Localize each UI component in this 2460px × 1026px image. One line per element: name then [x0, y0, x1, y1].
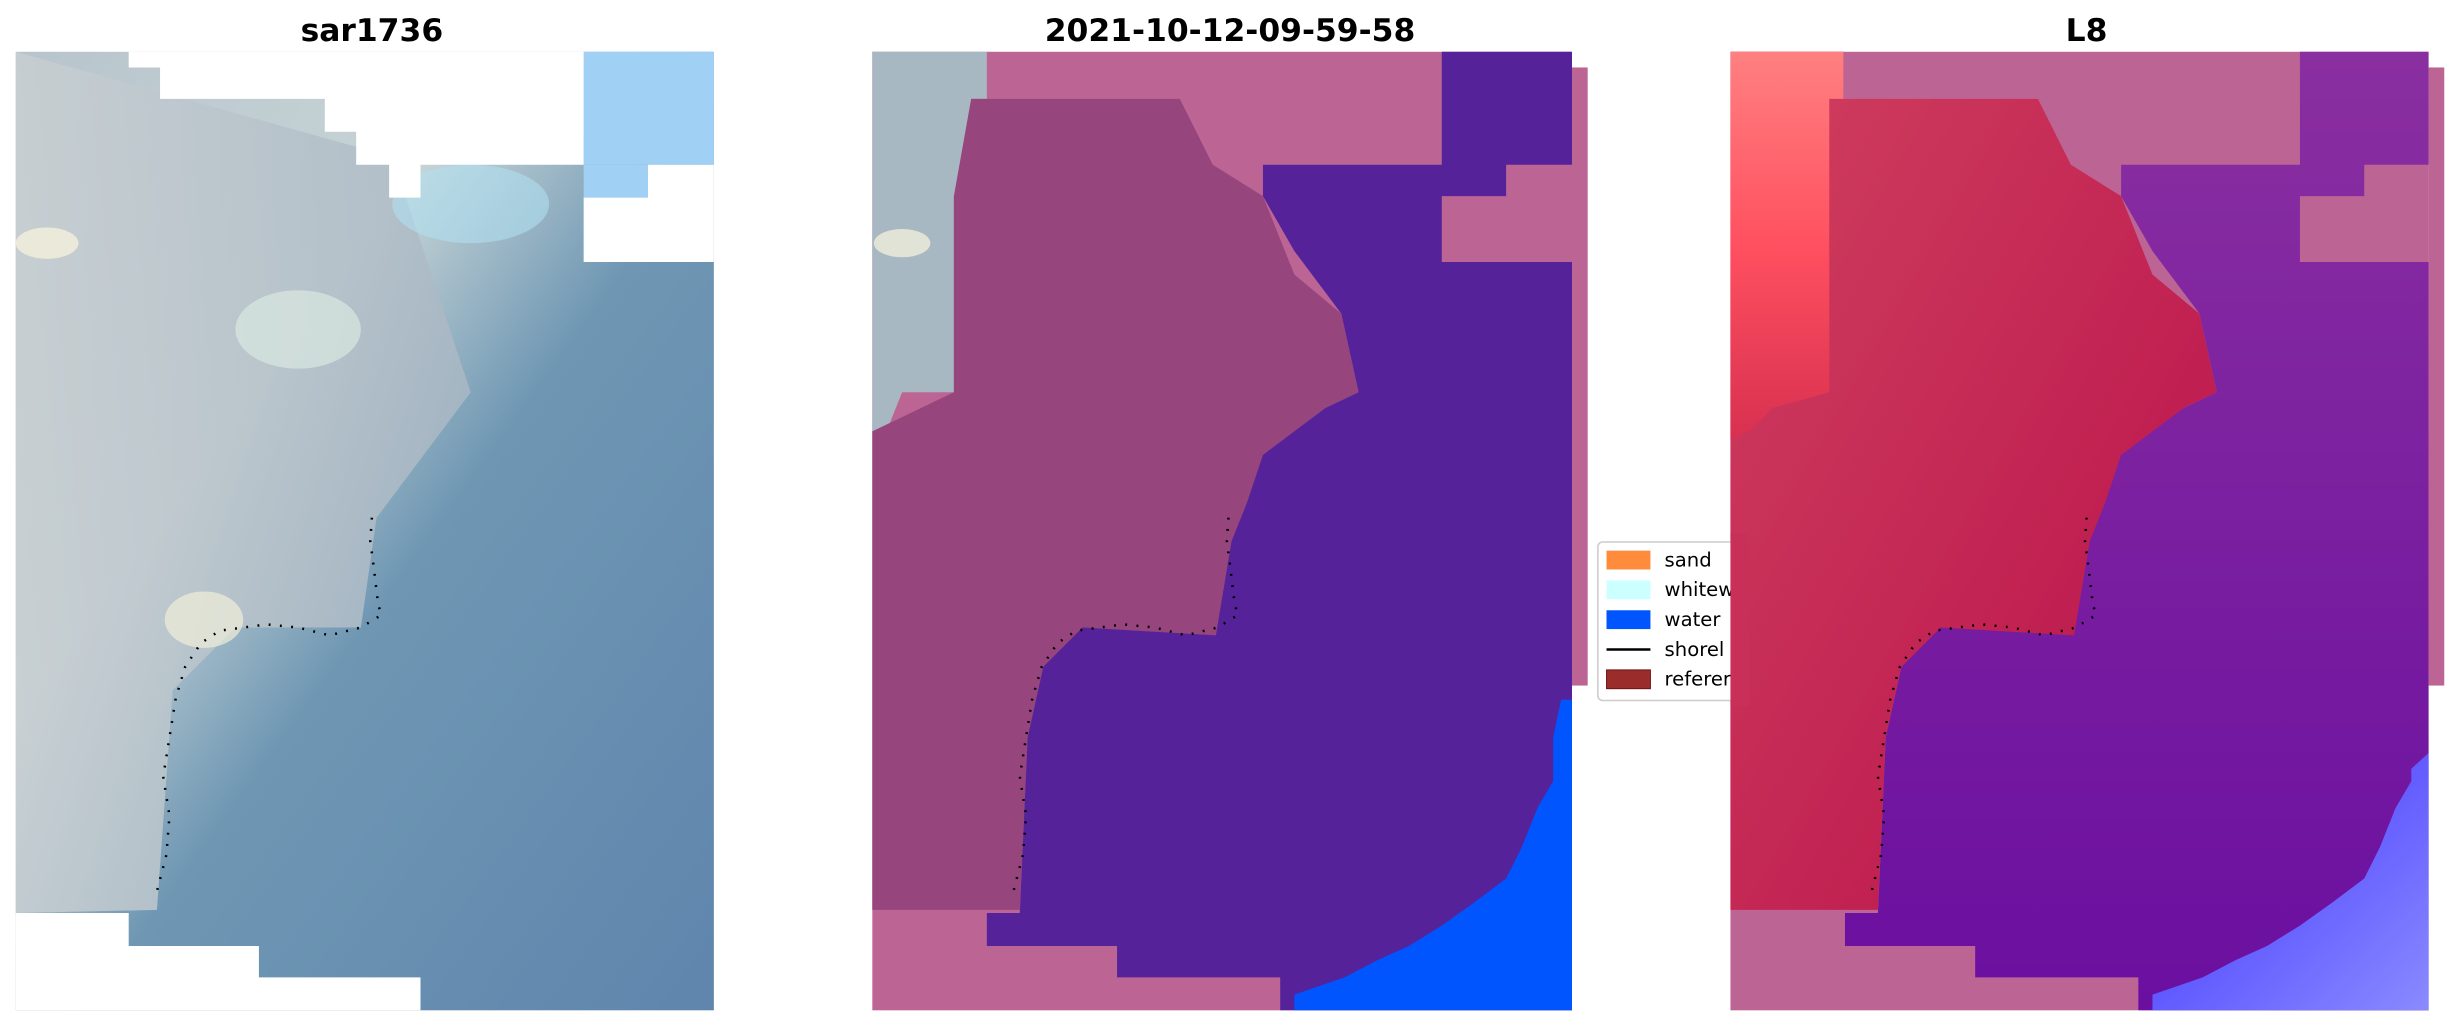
water-class: [986, 51, 1572, 1011]
blue-index: [2152, 753, 2429, 1011]
legend-label: water: [1665, 608, 1722, 631]
legend-item-sand: sand: [1606, 548, 1712, 571]
legend-label: referer: [1665, 668, 1732, 691]
no-data-top: [128, 51, 584, 198]
land-index: [1730, 51, 2217, 910]
red-strip: [1730, 51, 1844, 440]
legend-clip-overlay: [1730, 533, 1750, 706]
legend-item-shoreline: shorel: [1606, 638, 1725, 661]
panel-title: 2021-10-12-09-59-58: [1045, 13, 1416, 49]
sky-block: [583, 51, 714, 165]
legend-item-whitewater: whitew: [1606, 578, 1735, 601]
reference-swatch: [1606, 669, 1651, 690]
legend-label: whitew: [1665, 578, 1735, 601]
water-swatch: [1606, 610, 1651, 630]
legend: sand whitew water shorel referer: [1597, 533, 1750, 706]
sky-block: [583, 164, 648, 198]
legend-label: shorel: [1665, 638, 1725, 661]
panel-sar1736: sar1736: [15, 13, 714, 1011]
legend-label: sand: [1665, 548, 1712, 571]
blue-class: [1294, 699, 1572, 1011]
legend-item-reference: referer: [1606, 668, 1732, 691]
water-index: [1844, 51, 2429, 1011]
bright-patch: [873, 229, 931, 258]
sky-patch: [392, 164, 550, 244]
land-class: [872, 98, 1359, 910]
panel-L8: L8: [1730, 13, 2445, 1011]
legend-item-water: water: [1606, 608, 1722, 631]
no-data-right: [583, 164, 714, 262]
bright-patch: [164, 591, 244, 648]
bright-patch: [15, 227, 79, 259]
no-data-bottom: [15, 913, 421, 1011]
panel-title: sar1736: [301, 13, 444, 49]
no-data-strip: [2428, 67, 2445, 686]
panel-classified: 2021-10-12-09-59-58: [872, 13, 1588, 1011]
land-area: [15, 51, 471, 914]
sand-swatch: [1606, 550, 1651, 570]
bright-patch: [235, 290, 361, 369]
no-data-strip: [1572, 67, 1588, 686]
panel-title: L8: [2066, 13, 2108, 49]
whitewater-swatch: [1606, 580, 1651, 600]
